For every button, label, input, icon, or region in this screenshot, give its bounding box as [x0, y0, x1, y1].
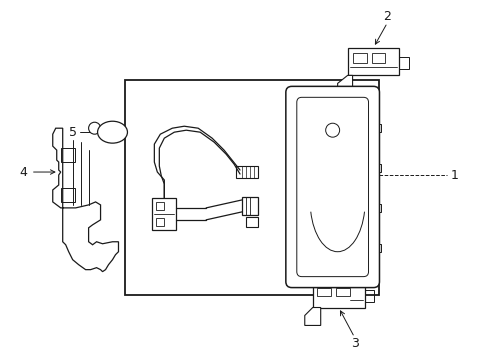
Bar	[285, 143, 292, 152]
Bar	[285, 233, 292, 242]
Bar	[152, 198, 176, 230]
Bar	[299, 204, 351, 264]
Bar	[303, 230, 319, 242]
Polygon shape	[53, 128, 118, 272]
Bar	[316, 288, 330, 296]
Circle shape	[88, 122, 101, 134]
Bar	[335, 288, 349, 296]
Text: 1: 1	[449, 168, 457, 181]
Bar	[108, 128, 116, 136]
Bar	[303, 248, 319, 260]
Bar	[125, 80, 379, 294]
Text: 2: 2	[383, 10, 390, 23]
Bar	[242, 197, 258, 215]
Bar	[303, 212, 319, 224]
Bar	[285, 188, 292, 197]
Bar	[371, 204, 381, 212]
Bar	[156, 218, 164, 226]
Bar	[347, 48, 399, 75]
Bar	[371, 164, 381, 172]
Bar	[236, 166, 258, 178]
Bar	[371, 124, 381, 132]
Bar	[61, 188, 75, 202]
Text: 3: 3	[350, 337, 358, 350]
Bar	[399, 58, 408, 69]
FancyBboxPatch shape	[296, 97, 368, 276]
Bar	[156, 202, 164, 210]
FancyBboxPatch shape	[285, 86, 379, 288]
Bar	[352, 54, 366, 63]
Bar	[245, 217, 258, 227]
Ellipse shape	[98, 121, 127, 143]
Circle shape	[325, 123, 339, 137]
Polygon shape	[304, 307, 320, 325]
Polygon shape	[337, 75, 352, 93]
Bar	[364, 289, 374, 302]
Bar	[312, 282, 364, 307]
Bar	[371, 244, 381, 252]
Bar	[61, 148, 75, 162]
Bar	[371, 54, 385, 63]
Text: 5: 5	[68, 126, 77, 139]
Text: 4: 4	[19, 166, 27, 179]
